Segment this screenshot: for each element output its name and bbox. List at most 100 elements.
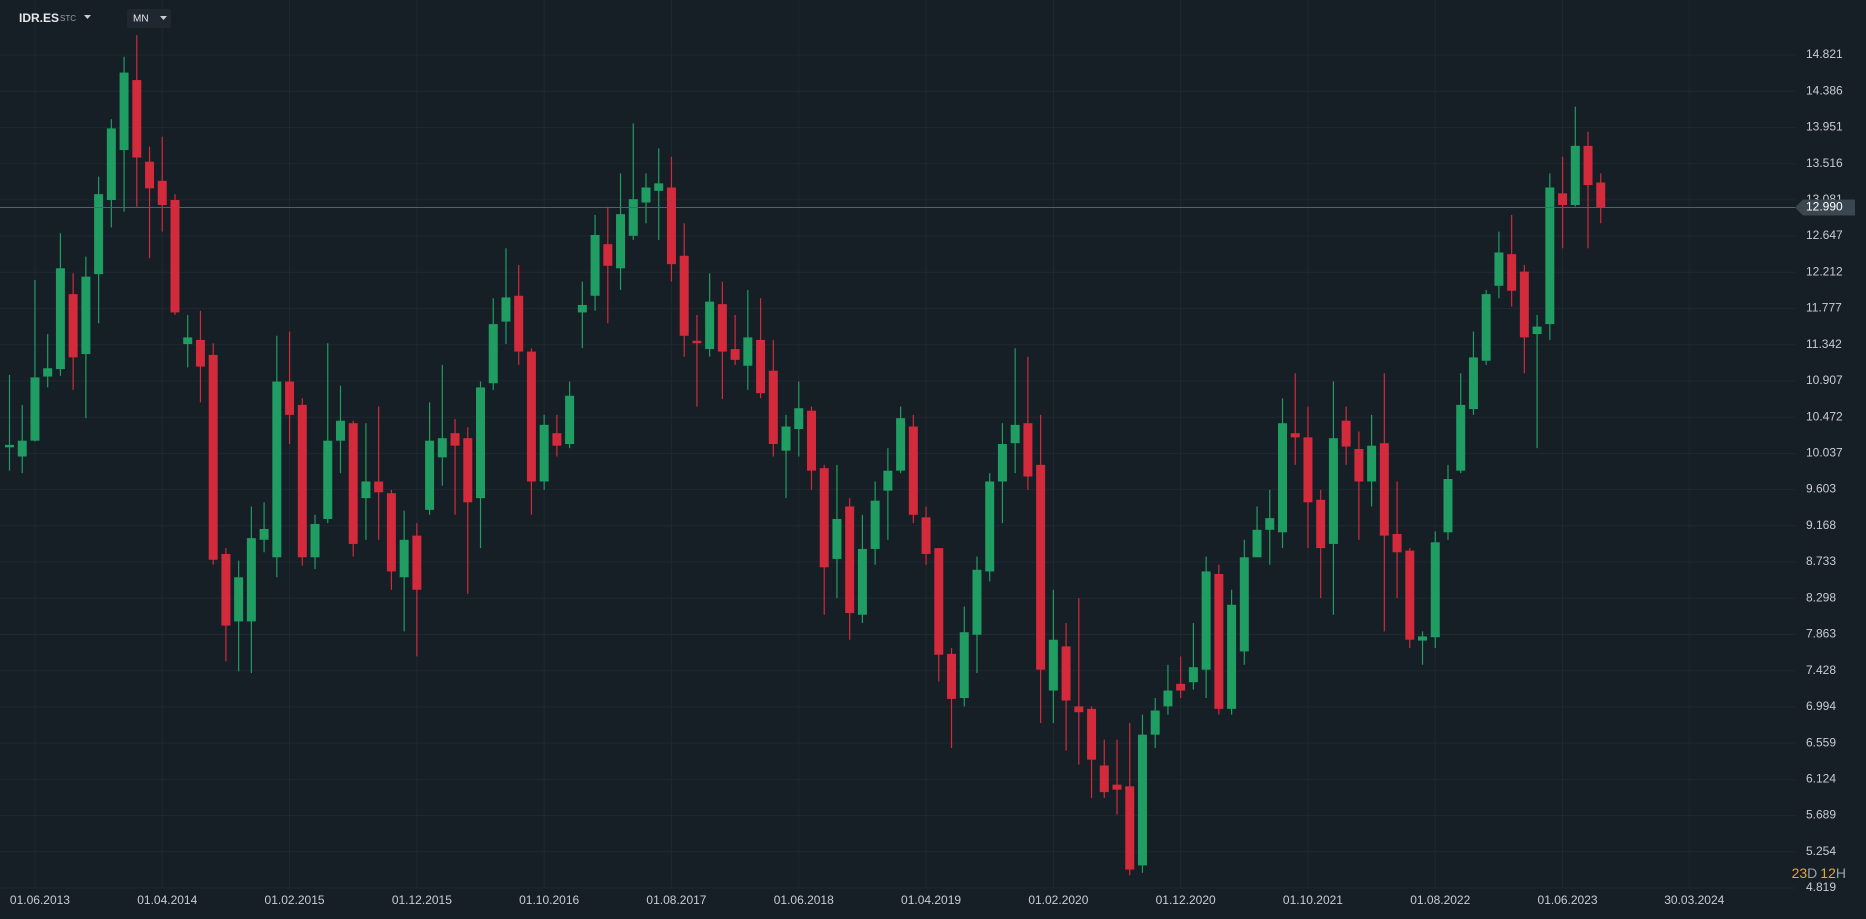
candle-body [259, 528, 269, 540]
candle-body [437, 438, 447, 458]
y-tick-label: 11.777 [1806, 301, 1842, 315]
candle-body [246, 538, 256, 622]
candle-body [1074, 706, 1084, 713]
candle-body [1303, 437, 1313, 503]
candle-body [1176, 683, 1186, 691]
candle-body [628, 199, 638, 236]
candle-body [717, 304, 727, 352]
candle-body [5, 444, 14, 448]
candle-body [310, 523, 320, 558]
candle-body [1214, 573, 1224, 709]
candle-body [450, 433, 460, 446]
symbol[interactable]: IDR.ES [19, 11, 59, 25]
candle-body [1379, 443, 1389, 536]
candle-body [412, 535, 422, 590]
candle-body [1481, 294, 1491, 361]
interval-box[interactable] [127, 9, 171, 28]
candle-body [1112, 784, 1122, 790]
candle-body [132, 80, 142, 158]
candle-body [1392, 533, 1402, 553]
candle-body [565, 395, 575, 445]
y-tick-label: 12.212 [1806, 264, 1843, 278]
candle-body [272, 381, 282, 558]
y-tick-label: 14.386 [1806, 83, 1843, 97]
candle-body [55, 268, 65, 370]
candle-body [1430, 542, 1440, 638]
candle-body [1265, 518, 1275, 530]
candle-body [832, 518, 842, 559]
candle-body [1278, 423, 1287, 533]
x-tick-label: 01.06.2023 [1538, 893, 1598, 907]
candle-body [526, 351, 536, 482]
candle-body [1443, 478, 1453, 533]
x-tick-label: 01.06.2013 [10, 893, 70, 907]
candle-body [577, 304, 587, 313]
x-tick-label: 01.06.2018 [774, 893, 834, 907]
candle-body [947, 653, 957, 699]
interval[interactable]: MN [133, 14, 149, 25]
candle-body [1239, 557, 1249, 652]
candle-body [1519, 271, 1529, 338]
symbol-selector[interactable]: IDR.ES STC [19, 11, 91, 25]
last-price-label: 12.990 [1806, 200, 1843, 214]
dropdown-arrow[interactable] [160, 16, 167, 20]
candle-body [641, 187, 651, 203]
candle-body [857, 548, 867, 615]
candle-body [1570, 145, 1580, 205]
dropdown-arrow[interactable] [84, 15, 91, 19]
candle-body [806, 410, 816, 471]
candle-body [705, 301, 715, 350]
candle-body [679, 255, 689, 336]
candle-body [1252, 529, 1262, 558]
candle-body [297, 404, 307, 558]
y-tick-label: 4.819 [1806, 880, 1836, 894]
y-tick-label: 6.559 [1806, 735, 1836, 749]
candle-body [921, 517, 931, 554]
candle-body [768, 370, 778, 445]
candle-body [221, 553, 231, 626]
candle-body [1010, 424, 1020, 444]
candle-body [68, 294, 78, 358]
x-tick-label: 01.12.2020 [1156, 893, 1216, 907]
candle-body [157, 180, 167, 205]
interval-selector[interactable]: MN [127, 9, 171, 28]
candle-body [1558, 193, 1568, 205]
candle-body [488, 324, 498, 384]
last-price-tag [1795, 199, 1855, 216]
candle-body [1316, 499, 1326, 549]
candle-body [590, 234, 600, 296]
candle-body [870, 500, 880, 549]
candle-body [17, 440, 27, 457]
candle-body [1341, 420, 1351, 447]
candle-body [501, 297, 511, 322]
grid [0, 0, 1795, 888]
x-tick-label: 01.02.2015 [265, 893, 325, 907]
candle-body [1087, 708, 1097, 760]
y-tick-label: 13.951 [1806, 120, 1843, 134]
candle-body [756, 339, 766, 394]
candle-body [1048, 639, 1058, 691]
candle-body [476, 387, 486, 499]
candle-body [323, 440, 333, 519]
y-tick-label: 11.342 [1806, 337, 1842, 351]
candle-body [1227, 604, 1237, 709]
candle-body [1036, 464, 1046, 670]
candle-body [1367, 445, 1377, 482]
candle-body [1328, 438, 1338, 544]
candle-body [972, 569, 982, 635]
candle-body [603, 244, 613, 266]
candle-body [43, 368, 53, 377]
candle-body [170, 199, 180, 313]
candle-body [1507, 254, 1517, 291]
y-tick-label: 7.428 [1806, 663, 1836, 677]
candle-body [1545, 187, 1555, 325]
candle-body [234, 577, 244, 622]
y-tick-label: 13.516 [1806, 156, 1843, 170]
countdown: 23D 12H [1792, 865, 1846, 881]
candle-body [94, 194, 104, 275]
candle-body [1405, 550, 1415, 640]
x-tick-label: 30.03.2024 [1664, 893, 1724, 907]
candle-body [1201, 571, 1211, 670]
candle-body [934, 548, 944, 655]
